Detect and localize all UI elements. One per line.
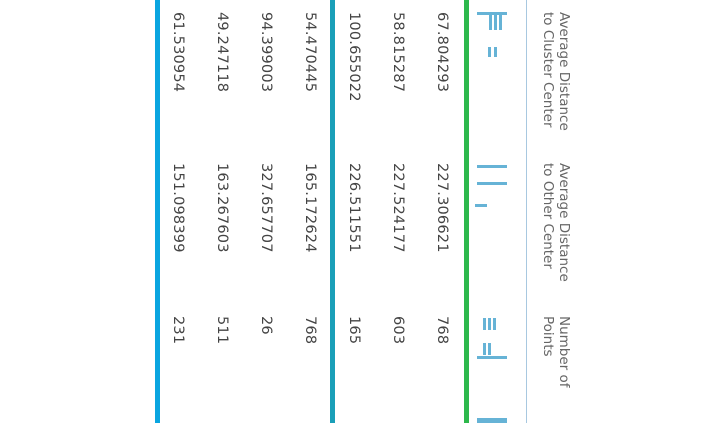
header-rule <box>526 0 527 423</box>
column-header-avg-distance-other[interactable]: Average Distance to Other Center <box>540 163 572 282</box>
cell-avg-cluster: 49.247118 <box>214 12 230 93</box>
cell-points: 768 <box>302 316 318 345</box>
cell-points: 511 <box>214 316 230 345</box>
cell-avg-other: 226.511551 <box>346 163 362 253</box>
cell-avg-other: 227.306621 <box>434 163 450 253</box>
cell-points: 768 <box>434 316 450 345</box>
cell-avg-cluster: 67.804293 <box>434 12 450 93</box>
cell-points: 231 <box>170 316 186 345</box>
cell-avg-cluster: 94.399003 <box>258 12 274 93</box>
cell-points: 26 <box>258 316 274 335</box>
cell-points: 603 <box>390 316 406 345</box>
divider-blue <box>155 0 160 423</box>
cell-avg-cluster: 58.815287 <box>390 12 406 93</box>
cell-avg-other: 227.524177 <box>390 163 406 253</box>
column-header-number-of-points[interactable]: Number of Points <box>540 316 572 388</box>
cell-avg-other: 163.267603 <box>214 163 230 253</box>
cell-avg-other: 151.098399 <box>170 163 186 253</box>
cell-points: 165 <box>346 316 362 345</box>
divider-teal <box>330 0 335 423</box>
cell-avg-cluster: 61.530954 <box>170 12 186 93</box>
cell-avg-cluster: 54.470445 <box>302 12 318 93</box>
cell-avg-cluster: 100.655022 <box>346 12 362 102</box>
cell-avg-other: 327.657707 <box>258 163 274 253</box>
divider-green <box>464 0 469 423</box>
column-header-avg-distance-cluster[interactable]: Average Distance to Cluster Center <box>540 12 572 131</box>
cell-avg-other: 165.172624 <box>302 163 318 253</box>
